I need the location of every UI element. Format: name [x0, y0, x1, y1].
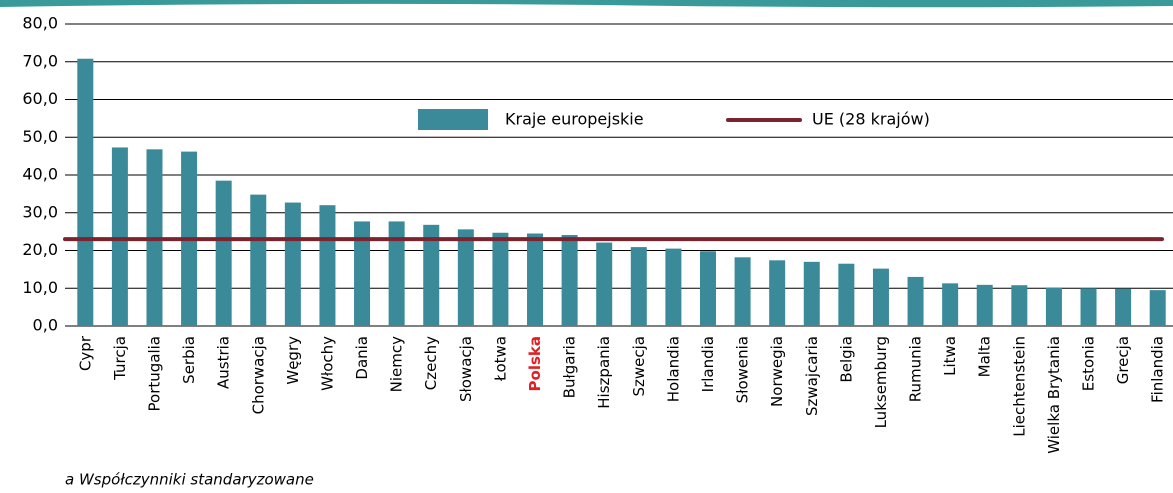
y-tick-label: 50,0 — [22, 127, 58, 146]
x-tick-label: Grecja — [1114, 336, 1132, 384]
x-tick-label: Niemcy — [388, 336, 406, 392]
x-tick-label: Finlandia — [1149, 336, 1167, 403]
legend-label: UE (28 krajów) — [812, 110, 930, 129]
bar — [423, 224, 440, 326]
x-tick-label: Dania — [353, 336, 371, 380]
x-tick-label: Estonia — [1080, 336, 1098, 391]
bar — [527, 233, 544, 326]
y-tick-label: 40,0 — [22, 165, 58, 184]
bar — [630, 247, 647, 326]
bar — [388, 221, 405, 326]
bar — [838, 263, 855, 326]
x-tick-label: Serbia — [180, 336, 198, 384]
y-tick-label: 0,0 — [33, 316, 58, 335]
x-tick-label: Irlandia — [699, 336, 717, 392]
bar — [354, 221, 371, 326]
bar — [561, 235, 578, 326]
x-tick-label: Rumunia — [907, 336, 925, 402]
x-tick-label: Norwegia — [768, 336, 786, 407]
x-tick-label: Belgia — [837, 336, 855, 383]
x-tick-label: Słowacja — [457, 336, 475, 402]
x-tick-label: Malta — [976, 336, 994, 377]
x-tick-label: Bułgaria — [561, 336, 579, 398]
x-tick-label: Chorwacja — [249, 336, 267, 414]
bar — [492, 232, 509, 326]
bar — [319, 205, 336, 326]
bar — [284, 202, 301, 326]
x-tick-label: Szwajcaria — [803, 336, 821, 416]
bar — [111, 147, 128, 326]
bar — [769, 260, 786, 326]
y-tick-label: 80,0 — [22, 14, 58, 33]
bar — [699, 251, 716, 326]
bar — [77, 58, 94, 326]
bar — [1115, 288, 1132, 326]
x-tick-label: Austria — [215, 336, 233, 389]
y-tick-label: 20,0 — [22, 240, 58, 259]
legend-label: Kraje europejskie — [505, 110, 644, 129]
x-tick-label: Cypr — [76, 335, 94, 371]
x-tick-label: Litwa — [941, 336, 959, 376]
y-tick-label: 30,0 — [22, 202, 58, 221]
bar — [803, 261, 820, 326]
x-tick-label: Holandia — [664, 336, 682, 402]
legend: Kraje europejskie UE (28 krajów) — [418, 109, 930, 130]
x-tick-label: Węgry — [284, 336, 302, 385]
bar — [734, 257, 751, 326]
bar — [976, 284, 993, 326]
x-tick-label: Czechy — [422, 336, 440, 390]
x-tick-label: Turcja — [111, 336, 129, 381]
legend-swatch — [418, 109, 488, 130]
x-tick-label: Hiszpania — [595, 336, 613, 409]
footnote: a Współczynniki standaryzowane — [65, 471, 314, 489]
bar — [596, 242, 613, 326]
bar — [907, 276, 924, 326]
x-tick-label: Łotwa — [491, 336, 509, 382]
bar — [457, 229, 474, 326]
bar — [665, 248, 682, 326]
x-tick-label: Włochy — [318, 336, 336, 391]
bar — [1011, 285, 1028, 326]
bar — [1045, 287, 1062, 326]
bar — [1080, 288, 1097, 326]
bar — [250, 194, 267, 326]
bar — [872, 268, 889, 326]
x-tick-label: Liechtenstein — [1010, 336, 1028, 437]
top-stripe — [0, 0, 1173, 8]
x-tick-label: Wielka Brytania — [1045, 336, 1063, 454]
y-tick-label: 60,0 — [22, 89, 58, 108]
x-tick-label: Luksemburg — [872, 336, 890, 428]
x-tick-label: Szwecja — [630, 336, 648, 397]
y-tick-label: 70,0 — [22, 51, 58, 70]
y-tick-label: 10,0 — [22, 278, 58, 297]
x-tick-label: Portugalia — [145, 336, 163, 411]
bar — [942, 283, 959, 326]
x-tick-label: Polska — [526, 336, 544, 391]
bar — [215, 180, 232, 326]
x-tick-label: Słowenia — [734, 336, 752, 403]
bar — [1149, 290, 1166, 326]
